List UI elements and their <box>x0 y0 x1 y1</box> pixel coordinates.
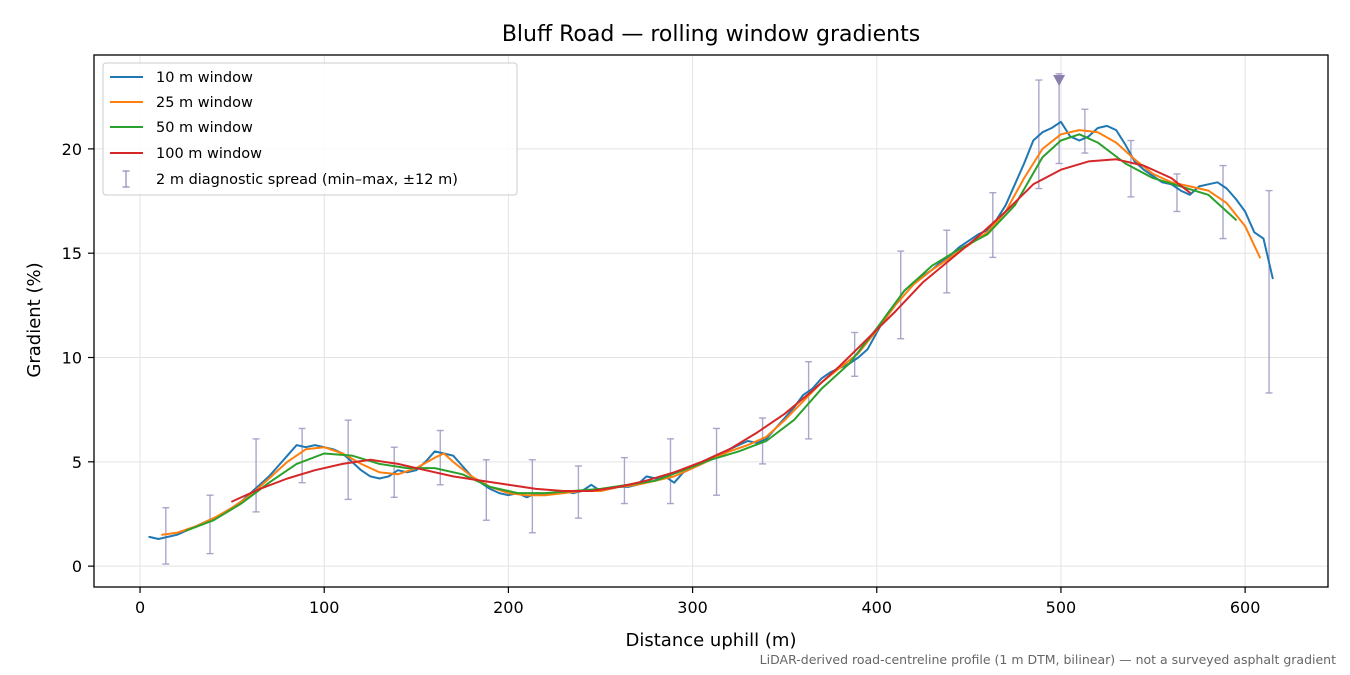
x-tick-label: 100 <box>309 598 340 617</box>
marker-layer <box>1053 75 1066 87</box>
x-tick-label: 0 <box>135 598 145 617</box>
x-tick-label: 200 <box>493 598 524 617</box>
errorbar <box>666 438 674 505</box>
errorbar <box>713 427 721 496</box>
x-tick-label: 300 <box>677 598 708 617</box>
legend: 10 m window 25 m window 50 m window 100 m w… <box>102 62 518 196</box>
errorbar <box>851 331 859 377</box>
errorbar <box>252 438 260 513</box>
errorbar <box>1173 173 1181 213</box>
series-layer <box>148 120 1274 540</box>
errorbar <box>1127 139 1135 198</box>
x-tick-label: 500 <box>1046 598 1077 617</box>
x-tick-label: 600 <box>1230 598 1261 617</box>
x-axis-label: Distance uphill (m) <box>626 630 797 651</box>
legend-label: 10 m window <box>156 70 253 86</box>
chart-title: Bluff Road — rolling window gradients <box>502 22 920 47</box>
plot-frame <box>93 54 1329 588</box>
y-tick-label: 0 <box>72 557 82 576</box>
y-tick-label: 10 <box>62 349 82 368</box>
peak-marker <box>1053 75 1066 87</box>
y-tick-label: 20 <box>62 140 82 159</box>
errorbar <box>1219 164 1227 240</box>
y-tick-label: 15 <box>62 244 82 263</box>
errorbar <box>206 494 214 555</box>
errorbar <box>1265 189 1273 394</box>
series-line-100-m-window <box>231 158 1191 503</box>
legend-label: 25 m window <box>156 95 253 111</box>
chart-footnote: LiDAR-derived road-centreline profile (1… <box>760 652 1336 667</box>
legend-label: 50 m window <box>156 120 253 136</box>
y-tick-label: 5 <box>72 453 82 472</box>
x-tick-label: 400 <box>861 598 892 617</box>
errorbar <box>1055 73 1063 165</box>
errorbar <box>482 459 490 521</box>
legend-label: 100 m window <box>156 146 262 162</box>
errorbar <box>620 456 628 505</box>
legend-box <box>102 62 518 196</box>
legend-label: 2 m diagnostic spread (min–max, ±12 m) <box>156 172 458 188</box>
errorbar <box>805 360 813 440</box>
tick-layer: 0 100 200 300 400 500 600 0 5 10 15 20 <box>62 140 1261 617</box>
y-axis-label: Gradient (%) <box>24 262 45 377</box>
errorbar <box>436 429 444 486</box>
errorbar <box>528 459 536 534</box>
errorbar <box>162 507 170 565</box>
